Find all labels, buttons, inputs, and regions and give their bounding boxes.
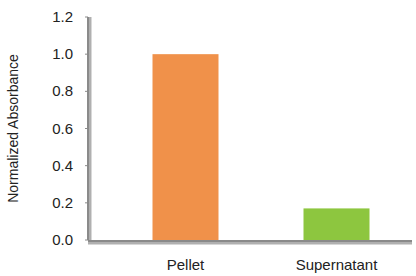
x-tick-label: Supernatant — [296, 256, 379, 273]
x-axis — [88, 240, 412, 242]
y-axis-shadow — [89, 17, 92, 242]
y-tick-label: 1.2 — [52, 8, 73, 25]
y-axis-label: Normalized Absorbance — [5, 54, 21, 203]
y-tick — [85, 91, 88, 92]
y-tick-label: 0.2 — [52, 194, 73, 211]
bar — [304, 208, 370, 240]
y-tick — [85, 54, 88, 55]
y-tick-label: 1.0 — [52, 45, 73, 62]
bar — [153, 54, 219, 240]
y-tick-label: 0.0 — [52, 231, 73, 248]
bars — [153, 54, 370, 240]
x-tick-label: Pellet — [167, 256, 205, 273]
y-tick — [85, 202, 88, 203]
y-tick — [85, 240, 88, 241]
x-axis-shadow — [88, 242, 412, 245]
y-tick-label: 0.6 — [52, 120, 73, 137]
y-tick-label: 0.4 — [52, 157, 73, 174]
y-tick — [85, 128, 88, 129]
y-tick — [85, 165, 88, 166]
chart: 0.0 0.2 0.4 0.6 0.8 1.0 1.2 Pellet Supernatant No… — [0, 0, 416, 276]
y-tick — [85, 17, 88, 18]
y-tick-label: 0.8 — [52, 82, 73, 99]
